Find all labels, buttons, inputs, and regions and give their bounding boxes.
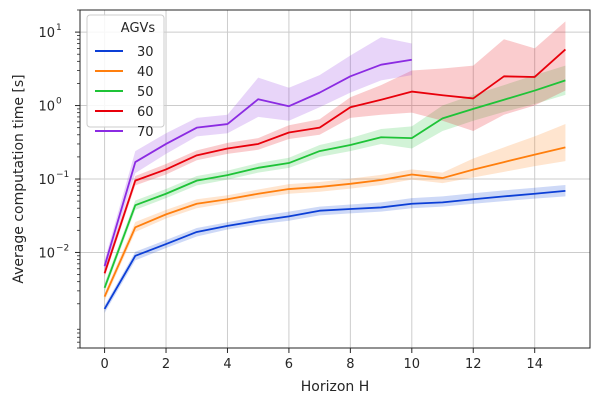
legend-title: AGVs bbox=[121, 21, 156, 36]
y-tick-label-exponent: −2 bbox=[56, 243, 69, 253]
x-tick-label: 14 bbox=[526, 357, 543, 372]
y-tick-label: 10 bbox=[38, 26, 55, 41]
x-axis-label: Horizon H bbox=[301, 379, 370, 395]
series-60-line bbox=[103, 48, 567, 274]
series-lines bbox=[103, 48, 567, 310]
y-tick-label-exponent: 1 bbox=[56, 23, 62, 33]
legend-box bbox=[86, 14, 165, 128]
legend-label-70: 70 bbox=[137, 125, 154, 140]
legend-label-40: 40 bbox=[137, 65, 154, 80]
series-70-line bbox=[103, 58, 412, 267]
series-70-band bbox=[104, 37, 412, 272]
legend: AGVs 30 40 50 60 70 bbox=[86, 14, 165, 140]
y-tick-label-exponent: −1 bbox=[56, 170, 69, 180]
x-tick-label: 4 bbox=[223, 357, 231, 372]
x-tick-label: 6 bbox=[285, 357, 293, 372]
x-tick-label: 10 bbox=[404, 357, 421, 372]
y-tick-label: 10 bbox=[38, 100, 55, 115]
x-axis-ticks: 0 2 4 6 8 10 12 14 bbox=[100, 348, 543, 372]
legend-label-30: 30 bbox=[137, 45, 154, 60]
confidence-bands bbox=[104, 21, 566, 313]
legend-label-50: 50 bbox=[137, 85, 154, 100]
series-50-line bbox=[103, 79, 566, 289]
x-tick-label: 12 bbox=[465, 357, 482, 372]
y-tick-label-exponent: 0 bbox=[56, 97, 62, 107]
series-40-line bbox=[103, 146, 566, 298]
series-50-band bbox=[104, 65, 566, 292]
x-tick-label: 0 bbox=[100, 357, 108, 372]
grid bbox=[80, 10, 590, 348]
y-tick-label: 10 bbox=[38, 246, 55, 261]
legend-label-60: 60 bbox=[137, 105, 154, 120]
series-60-band bbox=[104, 21, 566, 278]
x-tick-label: 2 bbox=[162, 357, 170, 372]
series-30-line bbox=[103, 189, 566, 310]
y-axis-label: Average computation time [s] bbox=[11, 74, 27, 283]
x-tick-label: 8 bbox=[346, 357, 354, 372]
y-tick-label: 10 bbox=[38, 173, 55, 188]
series-30-band bbox=[104, 184, 566, 313]
